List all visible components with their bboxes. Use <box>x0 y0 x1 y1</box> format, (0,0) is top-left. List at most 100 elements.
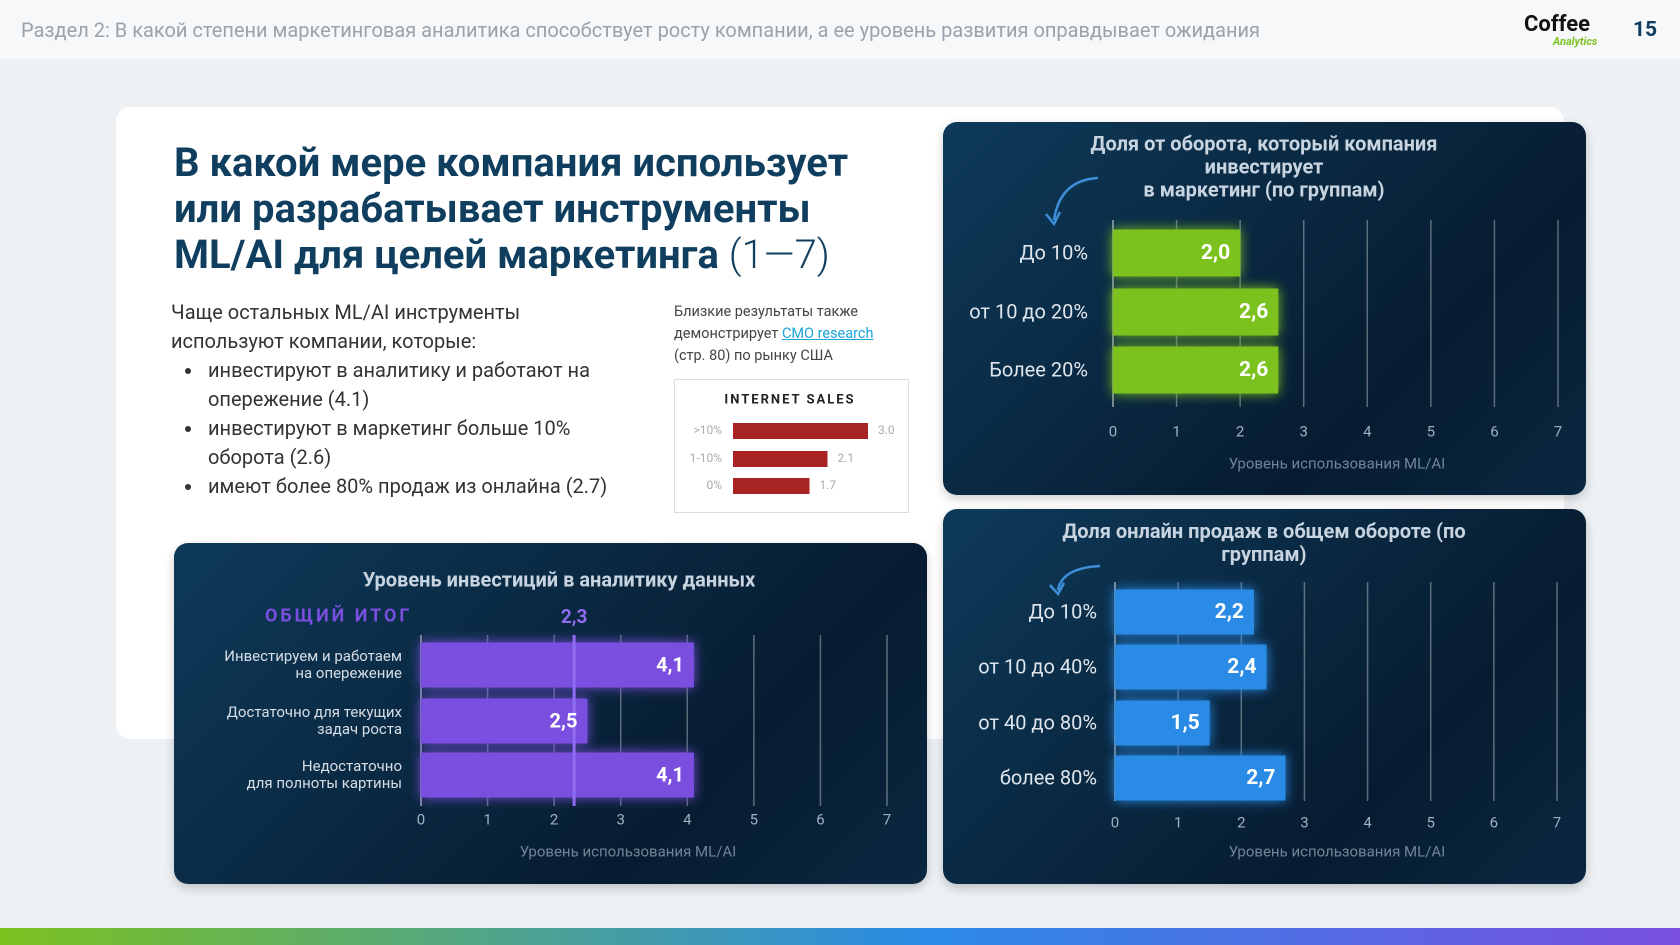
logo-sub: Analytics <box>1553 35 1598 48</box>
x-tick-label: 6 <box>816 810 825 829</box>
x-tick-label: 3 <box>616 810 625 829</box>
bar <box>421 642 694 688</box>
x-axis-label: Уровень использования ML/AI <box>1228 842 1446 861</box>
note-link[interactable]: CMO research <box>781 325 874 342</box>
x-tick-label: 5 <box>749 810 759 829</box>
bar <box>733 451 828 467</box>
bar <box>1113 346 1279 394</box>
category-label: Достаточно для текущих задач роста <box>226 702 402 738</box>
bar <box>421 752 694 798</box>
category-label: более 80% <box>999 765 1097 790</box>
value-label: 2,6 <box>1239 299 1269 324</box>
title-line: ML/AI для целей маркетинга (1—7) <box>174 232 848 278</box>
panel <box>943 509 1586 884</box>
value-label: 4,1 <box>656 762 684 787</box>
category-label: 0% <box>706 478 722 493</box>
x-tick-label: 0 <box>1110 813 1120 832</box>
x-tick-label: 1 <box>483 810 492 829</box>
x-tick-label: 2 <box>1235 422 1245 441</box>
note: Близкие результаты также демонстрирует C… <box>674 301 914 367</box>
x-tick-label: 6 <box>1489 813 1499 832</box>
value-label: 2,6 <box>1239 357 1269 382</box>
value-label: 2.1 <box>837 451 855 466</box>
chart-title: Доля онлайн продаж в общем обороте (по г… <box>1062 519 1466 566</box>
x-tick-label: 1 <box>1172 422 1181 441</box>
arrow <box>1049 582 1066 597</box>
x-tick-label: 0 <box>416 810 426 829</box>
x-tick-label: 7 <box>882 810 892 829</box>
value-label: 3.0 <box>878 423 895 438</box>
note-text: (стр. 80) по рынку США <box>674 347 833 364</box>
bar <box>1115 700 1210 746</box>
title-line: ML/AI для целей маркетинга <box>174 231 719 278</box>
chart-title: Уровень инвестиций в аналитику данных <box>362 567 756 592</box>
category-label: от 10 до 40% <box>978 654 1097 679</box>
title-suffix: (1—7) <box>728 231 830 278</box>
logo: Coffee <box>1524 12 1591 37</box>
intro: Чаще остальных ML/AI инструменты использ… <box>171 300 521 353</box>
x-tick-label: 3 <box>1299 422 1308 441</box>
x-tick-label: 2 <box>1237 813 1246 832</box>
category-label: от 10 до 20% <box>969 299 1088 324</box>
bar <box>421 698 588 744</box>
value-label: 1,5 <box>1170 710 1200 735</box>
category-label: Инвестируем и работаем на опережение <box>224 646 402 682</box>
x-tick-label: 6 <box>1490 422 1499 441</box>
header-bar <box>0 0 1680 59</box>
x-tick-label: 4 <box>1363 813 1372 832</box>
x-tick-label: 4 <box>683 810 692 829</box>
bar <box>733 423 868 439</box>
category-label: До 10% <box>1028 599 1097 624</box>
bar <box>1113 288 1279 336</box>
value-label: 2,2 <box>1214 599 1244 624</box>
chart-title: Доля от оборота, который компания инвест… <box>1090 131 1438 202</box>
x-tick-label: 7 <box>1553 422 1563 441</box>
title-line: В какой мере компания использует <box>174 139 849 186</box>
value-label: 2,5 <box>549 708 578 733</box>
bar <box>1115 755 1286 801</box>
x-tick-label: 5 <box>1426 422 1436 441</box>
page-number: 15 <box>1633 18 1658 42</box>
x-axis-label: Уровень использования ML/AI <box>519 842 737 861</box>
x-tick-label: 7 <box>1552 813 1562 832</box>
x-tick-label: 2 <box>549 810 559 829</box>
value-label: 2,0 <box>1200 240 1231 265</box>
bullet: инвестируют в маркетинг больше 10% оборо… <box>204 414 644 472</box>
bar <box>733 478 810 494</box>
bullets: инвестируют в аналитику и работают на оп… <box>186 356 644 501</box>
arrow <box>1056 564 1101 591</box>
bar <box>1115 589 1254 635</box>
value-label: 2,4 <box>1227 654 1257 679</box>
value-label: 4,1 <box>656 652 684 677</box>
title: В какой мере компания использует или разр… <box>174 140 848 278</box>
x-axis-label: Уровень использования ML/AI <box>1228 454 1446 473</box>
note-text: Близкие результаты также демонстрирует <box>674 303 858 342</box>
bullet: имеют более 80% продаж из онлайна (2.7) <box>204 472 644 501</box>
x-tick-label: 4 <box>1363 422 1372 441</box>
x-tick-label: 3 <box>1300 813 1309 832</box>
reference-value: 2,3 <box>560 605 588 629</box>
x-tick-label: 5 <box>1426 813 1435 832</box>
category-label: 1-10% <box>689 451 722 466</box>
bullet: инвестируют в аналитику и работают на оп… <box>204 356 644 414</box>
category-label: Более 20% <box>989 357 1088 382</box>
category-label: от 40 до 80% <box>978 710 1097 735</box>
x-tick-label: 0 <box>1108 422 1118 441</box>
value-label: 2,7 <box>1246 765 1276 790</box>
title-line: или разрабатывает инструменты <box>174 185 811 232</box>
x-tick-label: 1 <box>1173 813 1183 832</box>
chart-title: INTERNET SALES <box>724 392 856 408</box>
arrow <box>1052 176 1099 221</box>
value-label: 1.7 <box>819 478 837 493</box>
category-label: >10% <box>693 423 722 438</box>
bar <box>1113 229 1241 277</box>
arrow <box>1045 211 1062 227</box>
category-label: Недостаточно для полноты картины <box>246 756 402 792</box>
bar <box>1115 644 1267 690</box>
bottom-stripe <box>0 928 1680 945</box>
category-label: До 10% <box>1019 240 1088 265</box>
reference-label: ОБЩИЙ ИТОГ <box>265 605 413 627</box>
section-title: Раздел 2: В какой степени маркетинговая … <box>21 18 1261 42</box>
